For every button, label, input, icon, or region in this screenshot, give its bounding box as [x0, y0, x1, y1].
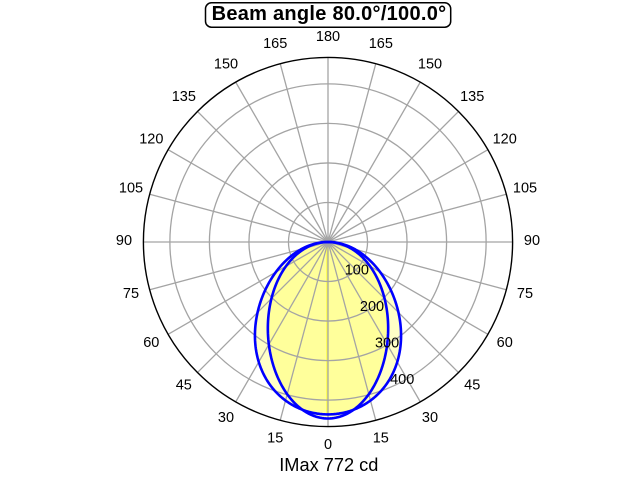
- svg-text:200: 200: [360, 299, 384, 315]
- svg-text:150: 150: [418, 57, 442, 73]
- svg-text:165: 165: [369, 36, 393, 52]
- svg-text:45: 45: [176, 378, 192, 394]
- svg-text:30: 30: [422, 410, 438, 426]
- svg-text:165: 165: [263, 36, 287, 52]
- svg-text:45: 45: [464, 378, 480, 394]
- svg-text:300: 300: [375, 336, 399, 352]
- svg-text:75: 75: [517, 286, 533, 302]
- svg-text:IMax 772 cd: IMax 772 cd: [279, 455, 378, 475]
- svg-text:90: 90: [116, 233, 132, 249]
- svg-text:120: 120: [139, 131, 163, 147]
- svg-text:135: 135: [460, 89, 484, 105]
- svg-text:Beam angle 80.0°/100.0°: Beam angle 80.0°/100.0°: [212, 3, 447, 25]
- svg-text:60: 60: [497, 335, 513, 351]
- svg-text:180: 180: [316, 29, 340, 45]
- svg-text:105: 105: [513, 181, 537, 197]
- svg-text:150: 150: [214, 57, 238, 73]
- svg-text:75: 75: [123, 286, 139, 302]
- svg-text:105: 105: [119, 181, 143, 197]
- svg-text:0: 0: [324, 437, 332, 453]
- svg-text:15: 15: [267, 430, 283, 446]
- svg-text:15: 15: [373, 430, 389, 446]
- svg-text:120: 120: [493, 131, 517, 147]
- svg-text:90: 90: [524, 233, 540, 249]
- svg-text:100: 100: [345, 263, 369, 279]
- svg-text:30: 30: [218, 410, 234, 426]
- svg-text:400: 400: [390, 372, 414, 388]
- svg-text:135: 135: [172, 89, 196, 105]
- svg-text:60: 60: [143, 335, 159, 351]
